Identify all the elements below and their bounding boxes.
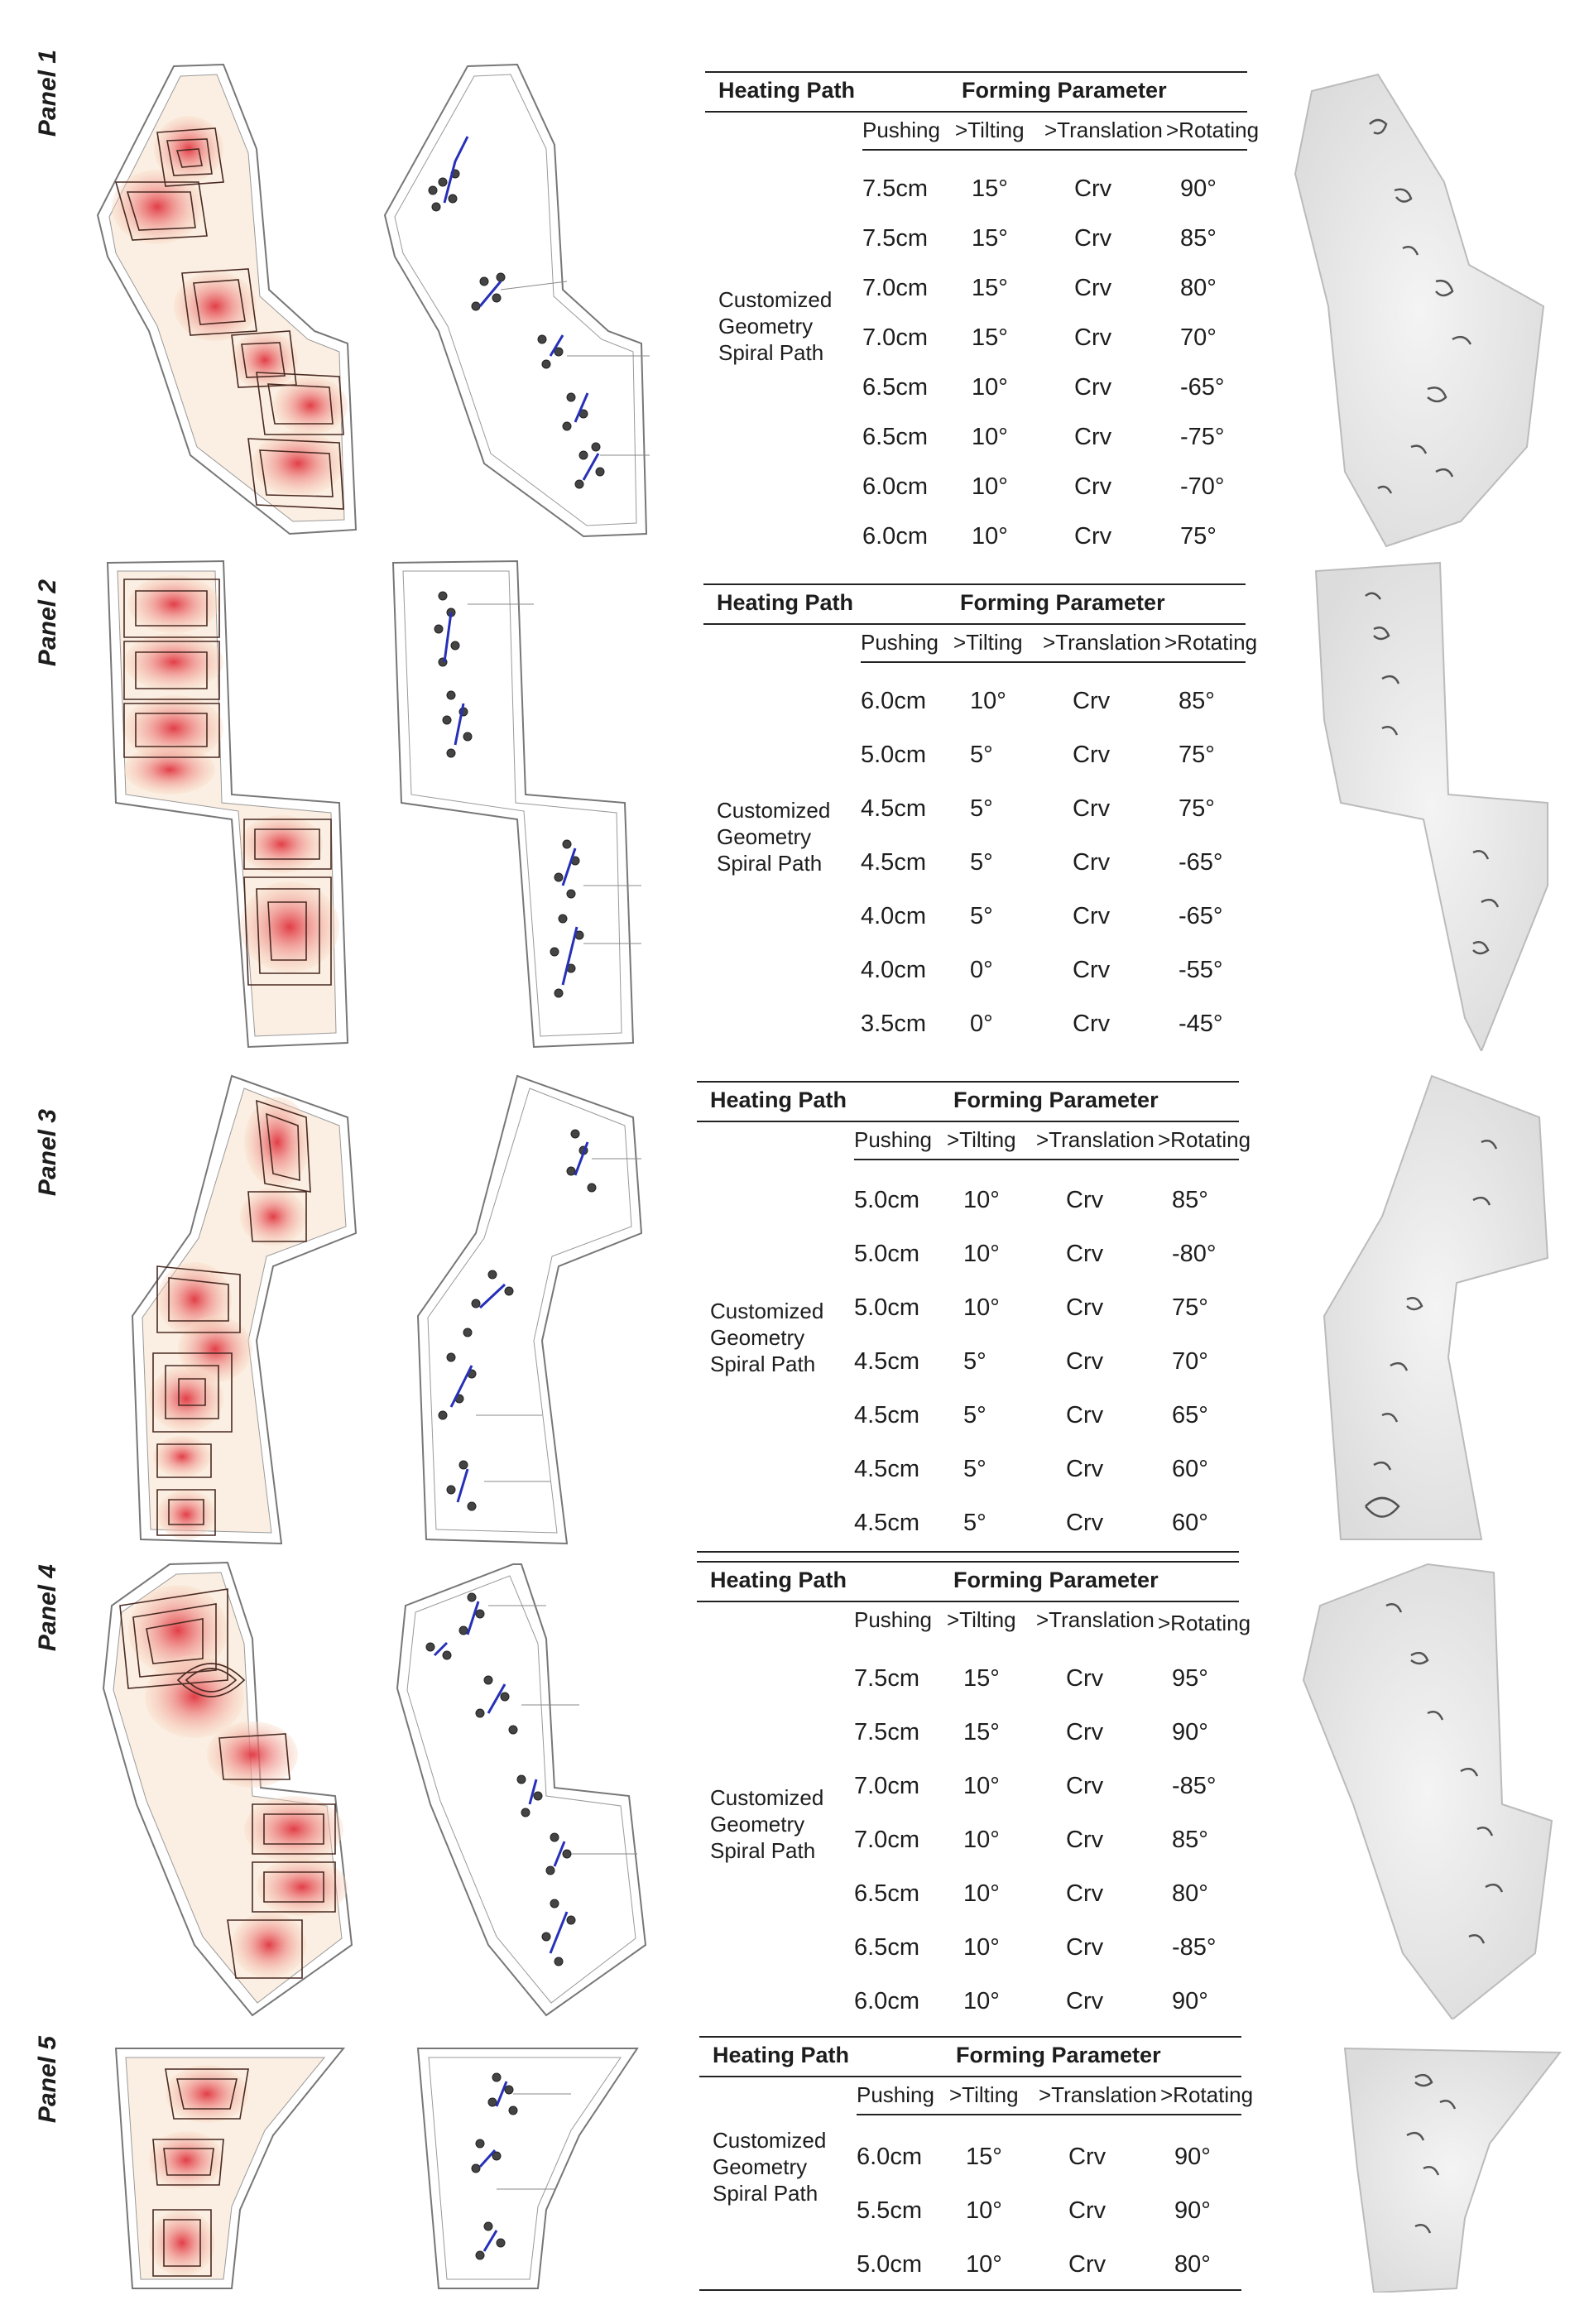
- table-row: 5.0cm 5° Crv 75°: [861, 742, 1215, 768]
- forming-table: Heating Path Forming Parameter Pushing >…: [697, 1561, 1251, 2016]
- table-row: 4.5cm 5° Crv 65°: [854, 1402, 1208, 1428]
- table-row: 4.0cm 0° Crv -55°: [861, 957, 1223, 983]
- heating-path-diagram: [131, 1074, 358, 1545]
- forming-parameter-header: Forming Parameter: [953, 1088, 1159, 1112]
- table-row: 5.0cm 10° Crv 75°: [854, 1294, 1208, 1321]
- forming-parameter-header: Forming Parameter: [960, 590, 1165, 615]
- heating-path-header: Heating Path: [710, 1088, 847, 1112]
- tool-path-group: [428, 169, 605, 489]
- subheader-row: Pushing >Tilting >Translation >Rotating: [862, 111, 1259, 151]
- table-row: 6.0cm 10° Crv 75°: [862, 523, 1217, 550]
- formed-panel-photo: [1323, 1074, 1549, 1540]
- forming-parameter-diagram: [416, 1074, 643, 1545]
- forming-table: Heating Path Forming Parameter Pushing >…: [697, 1081, 1251, 1553]
- table-row: 6.5cm 10° Crv -65°: [862, 374, 1225, 401]
- table-row: 7.0cm 15° Crv 80°: [862, 275, 1217, 301]
- heating-path-label: Customized Geometry Spiral Path: [713, 2128, 827, 2206]
- forming-parameter-diagram: [391, 559, 641, 1049]
- table-row: 6.5cm 10° Crv -85°: [854, 1934, 1217, 1961]
- panel-4: Panel 4: [0, 1556, 1589, 2028]
- panel-label: Panel 3: [34, 1109, 61, 1197]
- table-row: 7.5cm 15° Crv 95°: [854, 1665, 1208, 1692]
- panel-label: Panel 5: [34, 2036, 61, 2124]
- tool-path-group: [471, 2072, 518, 2260]
- table-row: 5.0cm 10° Crv -80°: [854, 1241, 1217, 1267]
- heat-zone-group: [124, 575, 339, 972]
- formed-panel-photo: [1343, 2047, 1563, 2293]
- table-row: 4.0cm 5° Crv -65°: [861, 903, 1223, 929]
- subheader-row: Pushing >Tilting >Translation >Rotating: [854, 1121, 1251, 1160]
- forming-table: Heating Path Forming Parameter Pushing >…: [705, 71, 1259, 559]
- panel-label: Panel 2: [34, 579, 61, 667]
- table-row: 7.5cm 15° Crv 85°: [862, 225, 1217, 252]
- formed-panel-photo: [1294, 73, 1545, 548]
- formed-panel-photo: [1314, 561, 1548, 1051]
- formed-panel-photo: [1302, 1563, 1553, 2019]
- heating-path-label: Customized Geometry Spiral Path: [718, 287, 833, 365]
- table-header: [699, 2036, 1241, 2077]
- heating-path-label: Customized Geometry Spiral Path: [717, 798, 831, 876]
- table-header: [703, 583, 1246, 625]
- panel-3: Panel 3: [0, 1068, 1589, 1556]
- forming-parameter-diagram: [383, 63, 650, 538]
- forming-parameter-diagram: [416, 2048, 639, 2289]
- heating-path-diagram: [114, 2048, 346, 2289]
- panel-label: Panel 4: [34, 1564, 61, 1652]
- panel-2: Panel 2: [0, 546, 1589, 1059]
- table-header: [697, 1561, 1239, 1602]
- table-row: 6.0cm 15° Crv 90°: [857, 2144, 1211, 2170]
- panel-label: Panel 1: [34, 50, 61, 137]
- forming-parameter-diagram: [396, 1563, 647, 2017]
- tool-path-group: [434, 591, 584, 998]
- forming-parameter-header: Forming Parameter: [962, 78, 1167, 103]
- table-row: 5.0cm 10° Crv 85°: [854, 1187, 1208, 1213]
- table-row: 4.5cm 5° Crv -65°: [861, 849, 1223, 876]
- table-row: 7.0cm 10° Crv -85°: [854, 1773, 1217, 1799]
- table-row: 6.0cm 10° Crv -70°: [862, 473, 1225, 500]
- table-row: 7.5cm 15° Crv 90°: [854, 1719, 1208, 1745]
- table-row: 4.5cm 5° Crv 70°: [854, 1348, 1208, 1375]
- table-row: 3.5cm 0° Crv -45°: [861, 1011, 1223, 1037]
- heating-path-header: Heating Path: [717, 590, 854, 615]
- table-row: 5.5cm 10° Crv 90°: [857, 2197, 1211, 2224]
- forming-parameter-header: Forming Parameter: [956, 2043, 1161, 2067]
- table-row: 6.0cm 10° Crv 90°: [854, 1988, 1208, 2014]
- table-header: [705, 71, 1247, 113]
- table-row: 7.5cm 15° Crv 90°: [862, 175, 1217, 202]
- forming-table: Heating Path Forming Parameter Pushing >…: [703, 583, 1257, 1055]
- table-header: [697, 1081, 1239, 1122]
- heating-path-label: Customized Geometry Spiral Path: [710, 1299, 824, 1376]
- table-row: 6.5cm 10° Crv -75°: [862, 424, 1225, 450]
- table-row: 5.0cm 10° Crv 80°: [857, 2251, 1211, 2278]
- subheader-row: Pushing >Tilting >Translation >Rotating: [854, 1607, 1251, 1635]
- forming-parameter-header: Forming Parameter: [953, 1568, 1159, 1592]
- heating-path-header: Heating Path: [710, 1568, 847, 1592]
- forming-table: Heating Path Forming Parameter Pushing >…: [699, 2036, 1253, 2317]
- heating-path-diagram: [106, 559, 349, 1049]
- table-row: 6.5cm 10° Crv 80°: [854, 1880, 1208, 1907]
- heating-path-label: Customized Geometry Spiral Path: [710, 1785, 824, 1863]
- table-row: 4.5cm 5° Crv 60°: [854, 1456, 1208, 1482]
- subheader-row: Pushing >Tilting >Translation >Rotating: [857, 2076, 1253, 2115]
- table-row: 6.0cm 10° Crv 85°: [861, 688, 1215, 714]
- heating-path-header: Heating Path: [713, 2043, 850, 2067]
- table-row: 4.5cm 5° Crv 75°: [861, 795, 1215, 822]
- panel-5: Panel 5 Heating Path Forming Param: [0, 2028, 1589, 2324]
- heating-path-diagram: [102, 1561, 353, 2017]
- tool-path-group: [425, 1592, 576, 1966]
- tool-path-group: [438, 1129, 597, 1511]
- table-row: 7.0cm 10° Crv 85°: [854, 1827, 1208, 1853]
- subheader-row: Pushing >Tilting >Translation >Rotating: [861, 623, 1257, 663]
- heating-path-header: Heating Path: [718, 78, 856, 103]
- panel-1: Panel 1: [0, 0, 1589, 563]
- table-row: 7.0cm 15° Crv 70°: [862, 324, 1217, 351]
- heating-path-diagram: [96, 63, 358, 535]
- table-row: 4.5cm 5° Crv 60°: [854, 1510, 1208, 1536]
